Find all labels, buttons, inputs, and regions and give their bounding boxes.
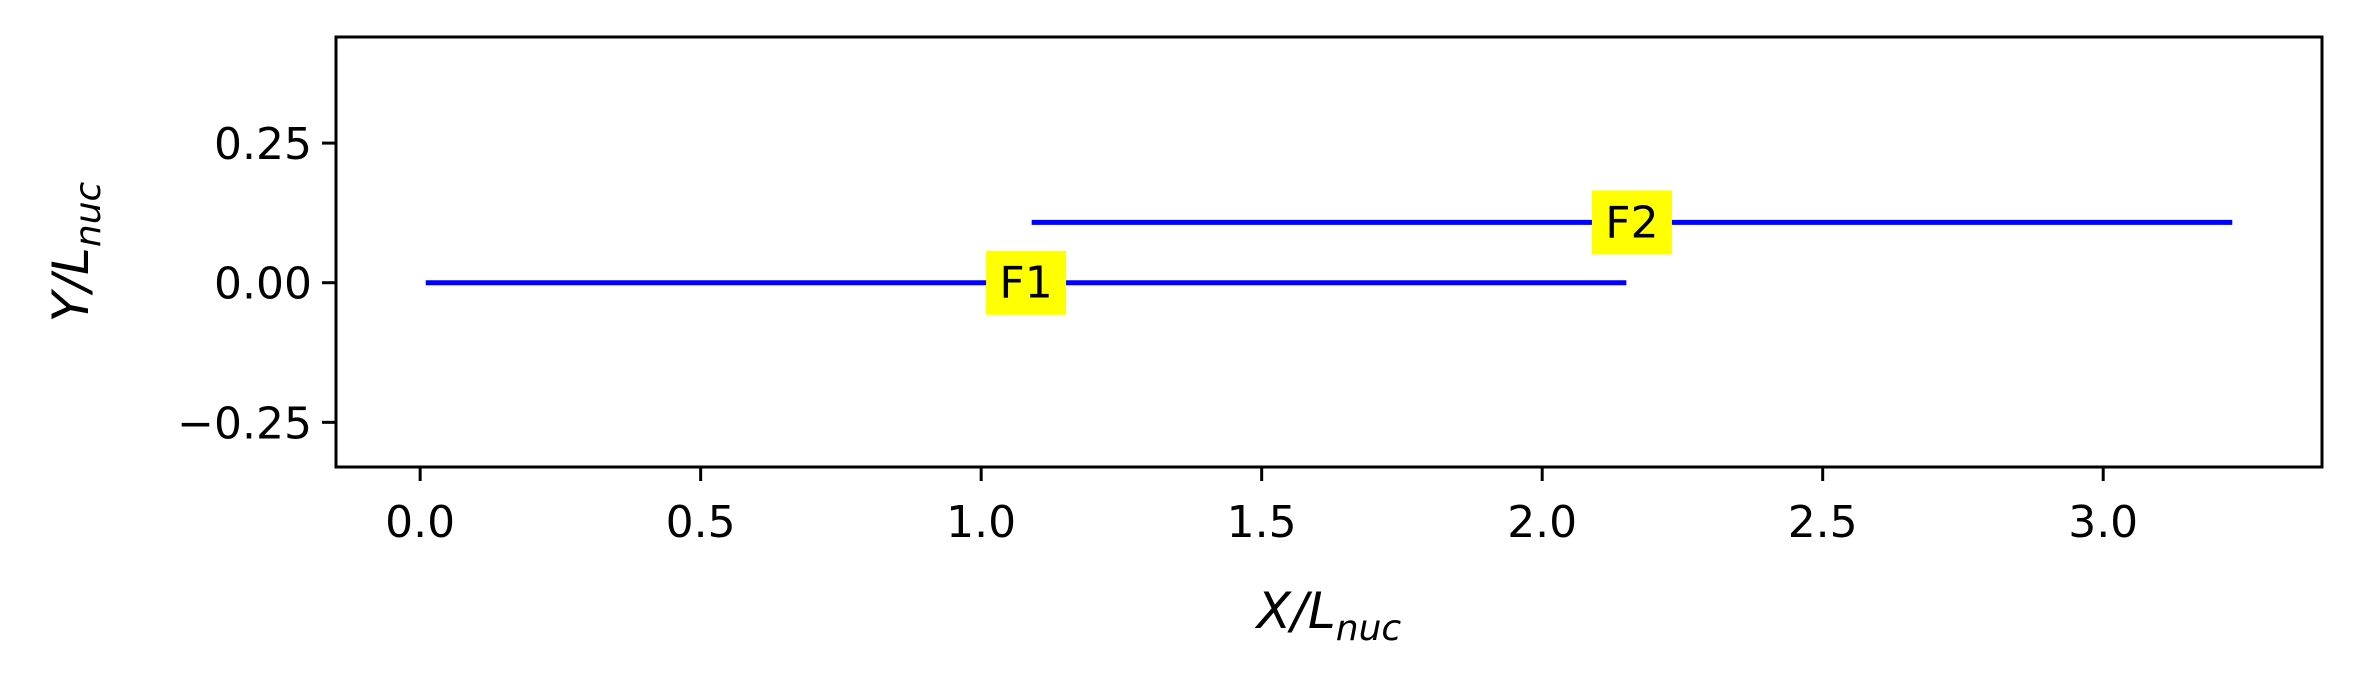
y-axis-label-main: Y/L	[42, 247, 100, 322]
y-axis-label-sub: nuc	[68, 181, 109, 247]
x-tick-label: 0.5	[666, 497, 736, 548]
annotation-f1: F1	[986, 250, 1067, 315]
x-axis-ticks: 0.0 0.5 1.0 1.5 2.0 2.5 3.0	[385, 467, 2138, 548]
x-axis-label: X/Lnuc	[1254, 582, 1402, 649]
x-tick-label: 3.0	[2068, 497, 2138, 548]
x-tick-label: 2.5	[1788, 497, 1858, 548]
y-tick-label: 0.25	[214, 119, 312, 170]
y-tick-label: −0.25	[177, 398, 312, 449]
annotation-label: F2	[1605, 197, 1658, 248]
annotation-box	[986, 250, 1067, 315]
x-tick-label: 0.0	[385, 497, 455, 548]
plot-frame	[334, 35, 2324, 469]
y-axis-ticks: −0.25 0.00 0.25	[177, 119, 336, 449]
x-tick-label: 1.5	[1227, 497, 1297, 548]
annotation-f2: F2	[1591, 190, 1672, 255]
x-axis-label-main: X/L	[1254, 582, 1336, 640]
x-tick-label: 1.0	[946, 497, 1016, 548]
annotation-box	[1591, 190, 1672, 255]
annotation-layer: F1 F2	[986, 190, 1672, 315]
x-axis-label-sub: nuc	[1336, 608, 1402, 649]
y-axis-label: Y/Lnuc	[42, 181, 109, 322]
annotation-label: F1	[999, 258, 1052, 309]
x-tick-label: 2.0	[1507, 497, 1577, 548]
y-tick-label: 0.00	[214, 259, 312, 310]
